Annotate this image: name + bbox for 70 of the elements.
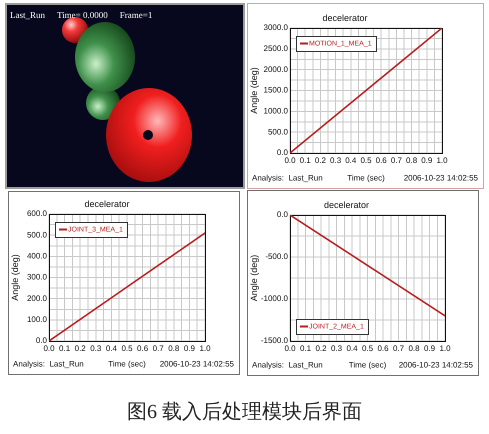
- text: Analysis: Last_Run: [252, 360, 323, 370]
- x-tick-label: 0.8: [168, 344, 180, 354]
- x-tick-label: 0.0: [284, 156, 296, 166]
- x-tick-label: 1.0: [439, 344, 452, 354]
- x-tick-label: 0.3: [330, 156, 342, 166]
- text: Frame=1: [120, 10, 152, 21]
- y-tick-label: 100.0: [26, 315, 48, 324]
- x-tick-label: 0.7: [152, 344, 164, 354]
- y-tick-label: 400.0: [26, 252, 48, 261]
- y-tick-label: 2500.0: [264, 44, 289, 54]
- x-axis-title: Time (sec): [108, 359, 146, 368]
- x-tick-label: 0.9: [424, 344, 436, 354]
- x-tick-label: 0.3: [330, 344, 343, 354]
- y-tick-label: -1000.0: [260, 294, 289, 304]
- text: Last_Run: [10, 10, 45, 21]
- y-tick-label: 0.0: [276, 210, 289, 220]
- x-tick-label: 0.8: [408, 344, 420, 354]
- x-tick-label: 0.7: [392, 344, 405, 354]
- x-tick-label: 0.5: [362, 344, 374, 354]
- y-tick-label: 1500.0: [264, 86, 289, 95]
- chart-title: decelerator: [322, 12, 368, 23]
- y-tick-label: 2000.0: [264, 64, 289, 74]
- x-tick-label: 0.4: [346, 344, 358, 354]
- y-tick-label: 500.0: [268, 127, 289, 136]
- x-tick-label: 0.1: [59, 344, 71, 354]
- x-tick-label: 0.2: [315, 344, 328, 354]
- y-tick-label: -1500.0: [260, 336, 289, 346]
- x-tick-label: 0.5: [121, 344, 134, 354]
- x-tick-label: 1.0: [436, 156, 448, 166]
- y-axis-title: Angle (deg): [10, 254, 20, 301]
- x-tick-label: 0.6: [137, 344, 149, 354]
- text: Analysis: Last_Run: [252, 173, 323, 182]
- x-tick-label: 0.2: [74, 344, 86, 354]
- x-tick-label: 1.0: [199, 344, 212, 354]
- y-tick-label: 500.0: [26, 230, 48, 240]
- x-tick-label: 0.7: [390, 156, 403, 166]
- x-tick-label: 0.5: [360, 156, 372, 166]
- x-tick-label: 0.1: [300, 156, 312, 166]
- y-tick-label: 3000.0: [264, 23, 289, 32]
- y-tick-label: -500.0: [265, 252, 289, 262]
- text: Analysis: Last_Run: [13, 359, 84, 368]
- x-tick-label: 0.6: [376, 156, 388, 166]
- x-axis-title: Time (sec): [348, 360, 387, 370]
- chart-title: decelerator: [324, 200, 370, 210]
- x-tick-label: 0.0: [43, 344, 56, 354]
- text: 2006-10-23 14:02:55: [404, 173, 479, 182]
- text: 2006-10-23 14:02:55: [398, 360, 474, 370]
- x-tick-label: 0.9: [184, 344, 196, 354]
- y-tick-label: 300.0: [26, 272, 48, 282]
- y-tick-label: 600.0: [26, 209, 48, 218]
- y-tick-label: 0.0: [36, 336, 48, 346]
- x-tick-label: 0.9: [421, 156, 433, 166]
- x-tick-label: 0.8: [406, 156, 418, 166]
- x-tick-label: 0.4: [106, 344, 118, 354]
- y-tick-label: 0.0: [276, 148, 289, 158]
- text: 2006-10-23 14:02:55: [160, 359, 235, 368]
- text: Time= 0.0000: [57, 10, 108, 21]
- y-axis-title: Angle (deg): [248, 254, 259, 302]
- y-axis-title: Angle (deg): [248, 67, 259, 114]
- y-tick-label: 200.0: [26, 294, 48, 303]
- x-tick-label: 0.2: [314, 156, 327, 166]
- x-tick-label: 0.4: [345, 156, 357, 166]
- x-tick-label: 0.3: [90, 344, 102, 354]
- y-tick-label: 1000.0: [264, 106, 289, 116]
- chart-title: decelerator: [84, 198, 130, 209]
- caption: 图6 载入后处理模块后界面: [127, 400, 362, 424]
- x-tick-label: 0.1: [300, 344, 312, 354]
- x-tick-label: 0.6: [377, 344, 390, 354]
- x-tick-label: 0.0: [284, 344, 296, 354]
- x-axis-title: Time (sec): [347, 173, 386, 182]
